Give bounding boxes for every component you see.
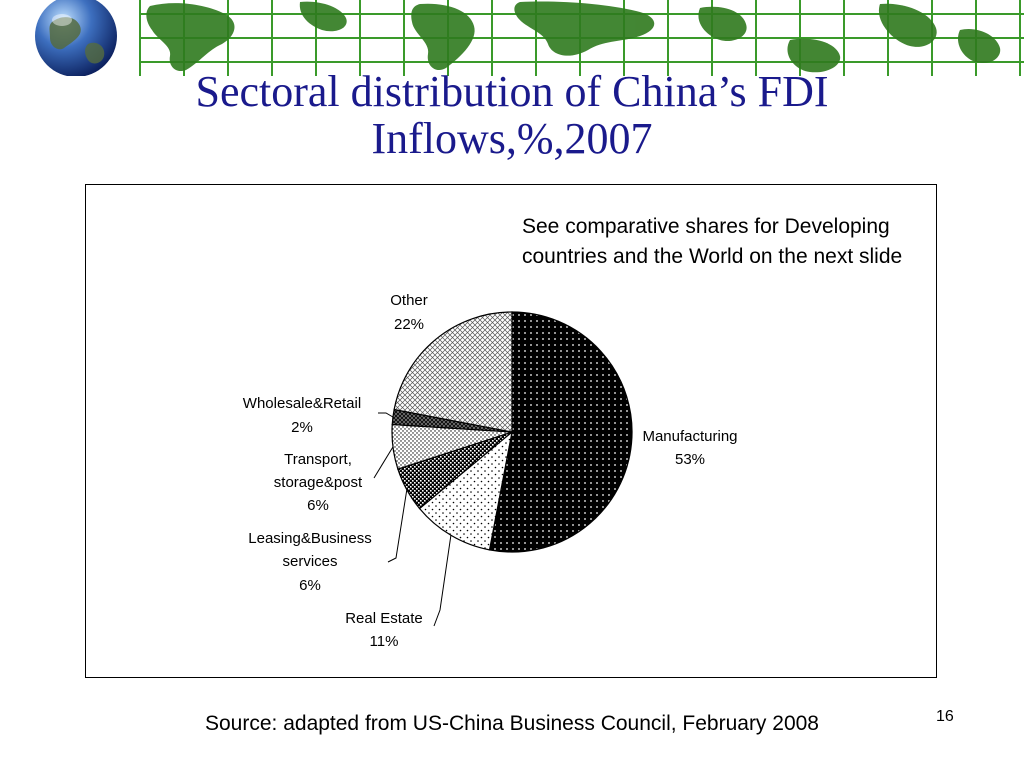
slice-label-manufacturing-value: 53% [675,451,705,468]
slice-label-other-value: 22% [394,316,424,333]
slice-label-transport: Transport, storage&post 6% [274,451,363,514]
globe-icon [32,0,120,76]
slice-label-transport-name-2: storage&post [274,474,363,491]
slice-label-other: Other 22% [390,292,428,333]
map-continents [146,1,1001,73]
leader-lines [373,412,452,627]
pie-slice-real-estate [418,430,513,551]
world-map-banner [0,0,1024,76]
chart-frame [85,184,937,678]
slice-label-leasing-name-1: Leasing&Business [248,530,371,547]
slice-label-transport-value: 6% [307,497,329,514]
slice-label-leasing: Leasing&Business services 6% [248,530,371,594]
slice-label-real-estate: Real Estate 11% [345,610,423,650]
pie-slice-manufacturing [488,311,633,553]
slice-label-manufacturing: Manufacturing 53% [642,428,737,468]
slice-label-wholesale-name: Wholesale&Retail [243,395,361,412]
slide-number: 16 [936,708,954,725]
slide-title: Sectoral distribution of China’s FDI Inf… [60,68,964,162]
leader-line-real-estate [433,535,452,627]
leader-line-transport [373,446,394,479]
slice-label-manufacturing-name: Manufacturing [642,428,737,445]
slice-label-leasing-value: 6% [299,577,321,594]
slide-title-line-1: Sectoral distribution of China’s FDI [195,67,829,116]
slice-label-wholesale-value: 2% [291,419,313,436]
slice-label-real-estate-value: 11% [370,633,399,650]
slice-label-wholesale: Wholesale&Retail 2% [243,395,361,436]
leader-line-leasing [387,489,408,563]
chart-note: See comparative shares for Developing co… [522,215,903,268]
slice-label-leasing-name-2: services [282,553,337,570]
source-caption: Source: adapted from US-China Business C… [205,712,819,735]
pie-slice-other [393,311,513,433]
slice-label-other-name: Other [390,292,428,309]
slice-label-real-estate-name: Real Estate [345,610,423,627]
leader-line-wholesale [378,412,394,418]
slide-title-line-2: Inflows,%,2007 [371,114,653,163]
slice-label-transport-name-1: Transport, [284,451,352,468]
pie-slices [391,311,633,553]
